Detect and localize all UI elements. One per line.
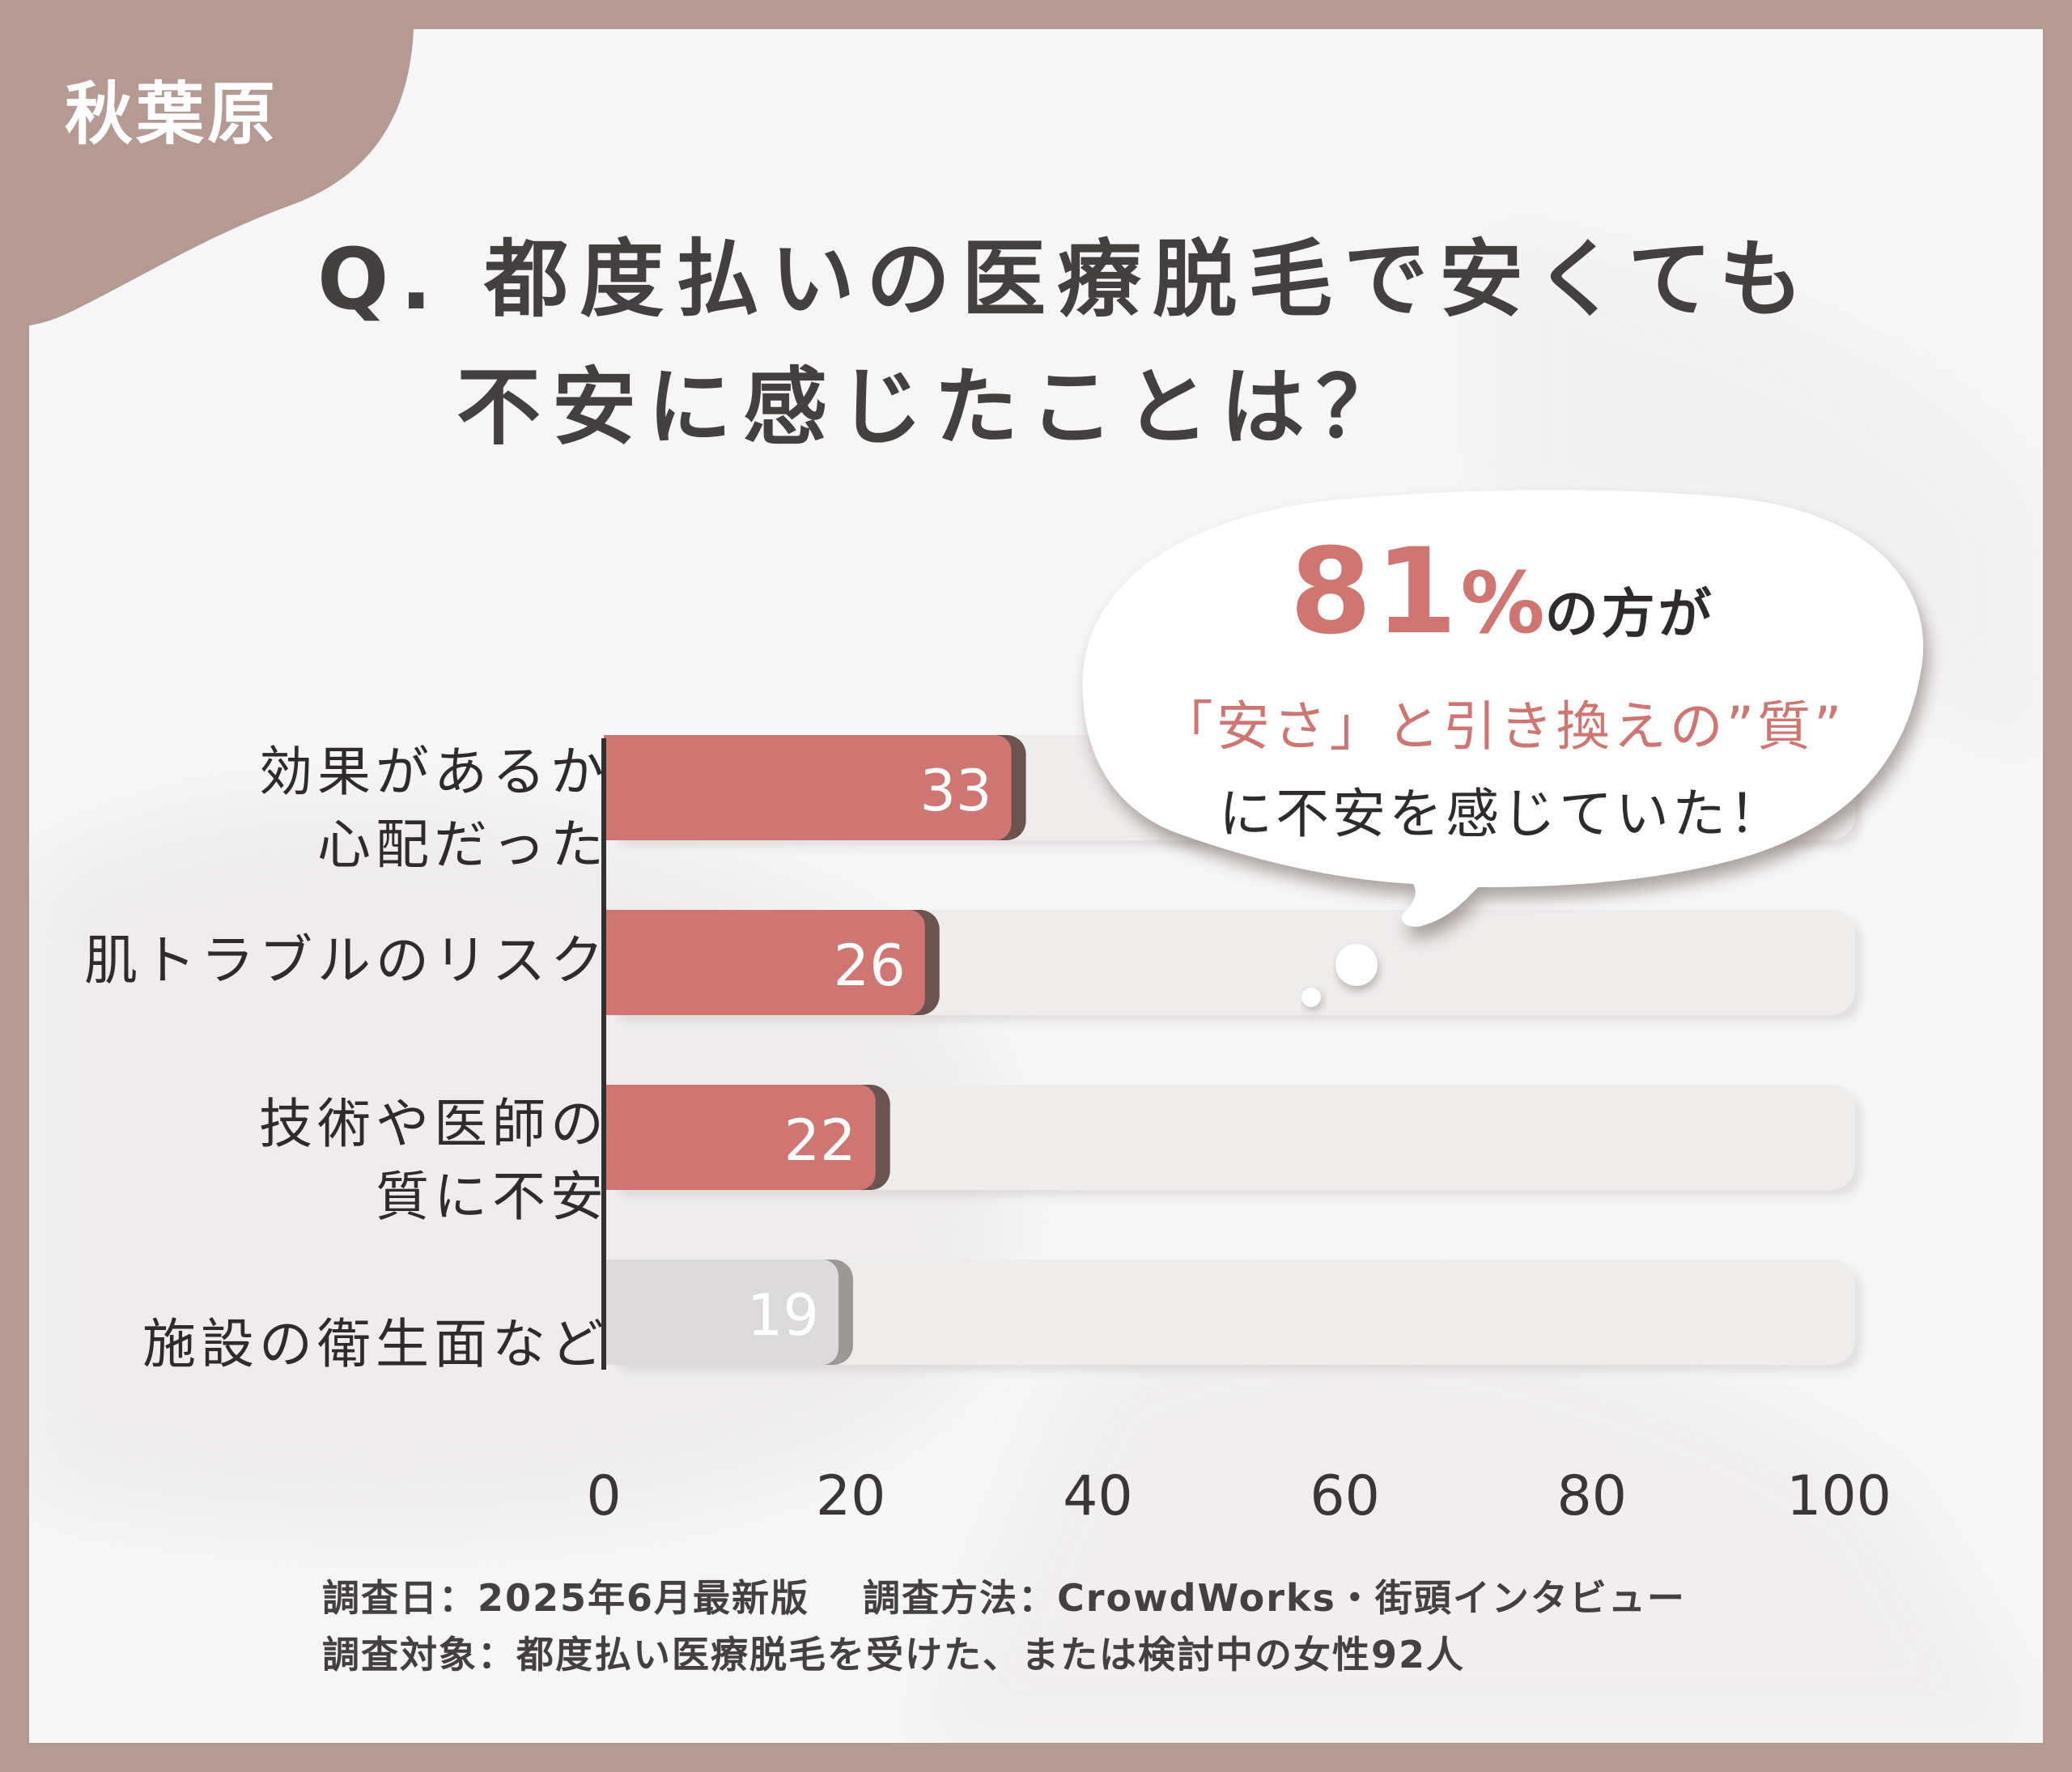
value-label-0: 33 bbox=[920, 758, 992, 824]
x-tick-label-5: 100 bbox=[1786, 1464, 1892, 1528]
bar-left-edge-0 bbox=[604, 735, 628, 840]
category-label-2: 技術や医師の 質に不安 bbox=[259, 1093, 609, 1228]
callout-line-2: 「安さ」と引き換えの”質” bbox=[1159, 695, 1845, 758]
callout-percent: 81 bbox=[1289, 523, 1461, 661]
bars: 33 26 22 19 bbox=[604, 735, 1026, 1365]
callout-line-1-rest: の方が bbox=[1544, 583, 1715, 645]
survey-footnote-1: 調査日：2025年6月最新版 調査方法：CrowdWorks・街頭インタビュー bbox=[322, 1576, 1686, 1620]
bar-left-edge-3 bbox=[604, 1260, 628, 1365]
callout-line-3: に不安を感じていた！ bbox=[1219, 783, 1785, 845]
x-tick-label-0: 0 bbox=[586, 1464, 621, 1528]
bar-2 bbox=[604, 1085, 876, 1190]
x-axis-ticks: 0 20 40 60 80 100 bbox=[586, 1464, 1892, 1528]
callout-bubble bbox=[1082, 490, 1929, 1010]
location-tag: 秋葉原 bbox=[65, 74, 279, 154]
chart-title-line-1: Q. 都度払いの医療脱毛で安くても bbox=[317, 230, 1815, 329]
callout-percent-sign: % bbox=[1460, 554, 1545, 652]
bar-left-edge-2 bbox=[604, 1085, 628, 1190]
x-tick-label-4: 80 bbox=[1557, 1464, 1628, 1528]
bar-track-3 bbox=[604, 1260, 1855, 1365]
x-tick-label-3: 60 bbox=[1310, 1464, 1380, 1528]
callout-line-1: 81%の方が bbox=[1073, 523, 1931, 661]
bar-1 bbox=[604, 910, 925, 1015]
category-label-0: 効果があるか 心配だった bbox=[259, 741, 609, 876]
value-label-3: 19 bbox=[747, 1282, 819, 1349]
infographic-card: 秋葉原 Q. 都度払いの医療脱毛で安くても 不安に感じたことは？ 33 26 22 1… bbox=[29, 29, 2043, 1743]
x-tick-label-2: 40 bbox=[1063, 1464, 1133, 1528]
location-tag-shape bbox=[29, 29, 414, 325]
survey-footnote-2: 調査対象：都度払い医療脱毛を受けた、または検討中の女性92人 bbox=[322, 1633, 1466, 1676]
bar-chart: 33 26 22 19 0 20 40 60 80 100 bbox=[586, 490, 1929, 1528]
value-label-1: 26 bbox=[834, 933, 906, 999]
chart-title-line-2: 不安に感じたことは？ bbox=[456, 358, 1412, 457]
x-tick-label-1: 20 bbox=[816, 1464, 886, 1528]
category-label-3: 施設の衛生面など bbox=[142, 1313, 609, 1375]
bar-0 bbox=[604, 735, 1012, 840]
bar-left-edge-1 bbox=[604, 910, 628, 1015]
bar-3 bbox=[604, 1260, 839, 1365]
bar-track-2 bbox=[604, 1085, 1855, 1190]
value-label-2: 22 bbox=[784, 1107, 856, 1174]
category-label-1: 肌トラブルのリスク bbox=[84, 929, 609, 992]
